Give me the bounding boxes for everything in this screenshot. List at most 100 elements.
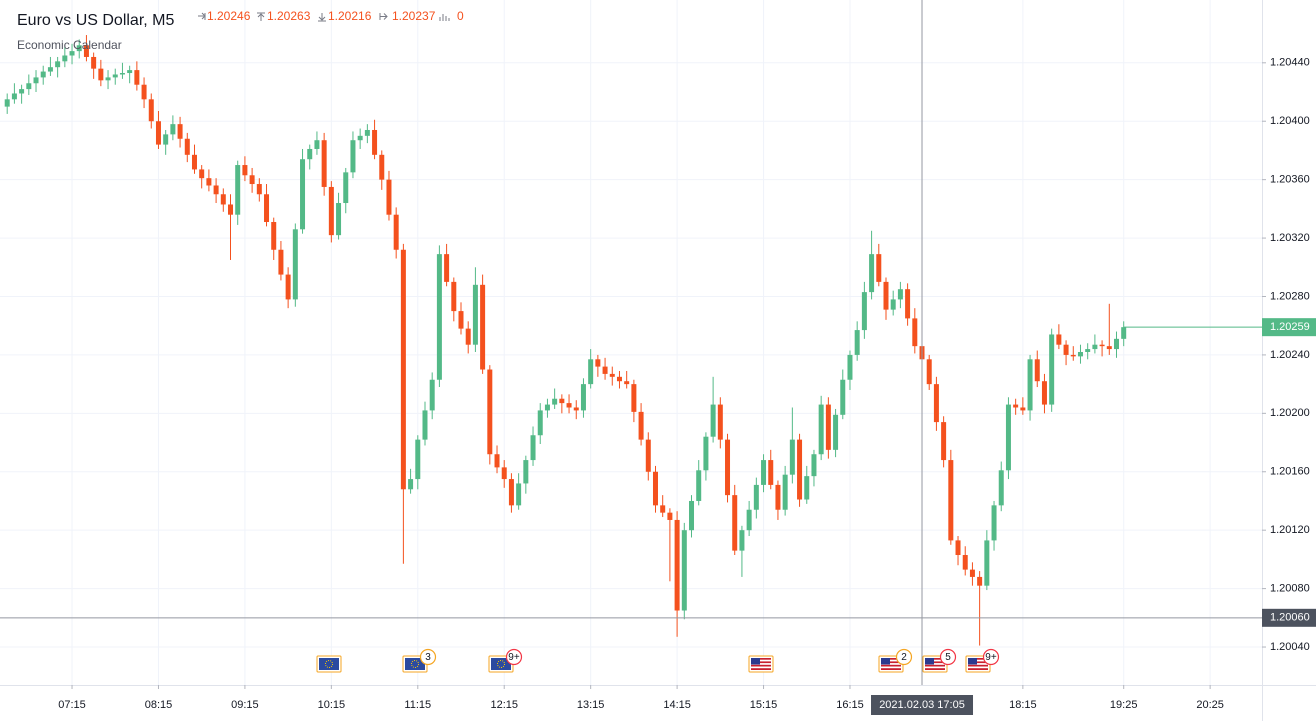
candle-body [256,184,262,195]
x-tick-label: 09:15 [231,699,259,711]
event-count: 9+ [508,652,520,663]
flag-us-canton [751,658,760,665]
candle-body [833,414,839,450]
candle-body [768,460,774,485]
candle-body [141,84,147,100]
event-flag[interactable]: 3 [402,648,437,673]
event-count: 9+ [985,652,997,663]
y-tick-label: 1.20120 [1270,524,1310,536]
candle-body [458,311,464,329]
event-count: 3 [425,652,431,663]
candle-body [1027,359,1033,411]
event-badge [419,648,437,666]
candle-body [544,404,550,411]
candle-body [926,359,932,385]
candle-body [559,398,565,404]
candle-body [516,483,522,506]
candle-body [314,140,320,149]
candle-body [451,281,457,312]
candle-body [696,470,702,501]
current-price-label: 1.20259 [1270,321,1310,333]
legend-header: Euro vs US Dollar, M5 Economic Calendar … [17,9,464,52]
candle-body [228,204,234,215]
event-badge [505,648,523,666]
flag-eu-stars [325,660,333,668]
candle-body [775,484,781,510]
flag-us-stripe [925,663,945,665]
candle-body [955,540,961,556]
flag-us-stripe [881,663,901,665]
flag-us-stripe [925,659,945,662]
candle-body [811,454,817,477]
legend-icon-low [318,13,326,22]
candle-body [26,83,32,90]
candle-body [429,379,435,411]
y-tick-label: 1.20200 [1270,407,1310,419]
legend-value-close: 1.20237 [392,9,436,23]
candle-body [840,379,846,415]
candle-body [321,140,327,187]
event-flag[interactable] [748,655,774,673]
candle-body [220,194,226,205]
candle-body [710,404,716,437]
candle-body [998,470,1004,506]
x-tick-label: 07:15 [58,699,86,711]
candle-body [415,439,421,480]
candle-body [422,410,428,440]
candle-body [501,467,507,480]
flag-us-stripe [968,666,988,669]
economic-calendar-label[interactable]: Economic Calendar [17,38,122,52]
event-flag[interactable] [316,655,342,673]
candle-body [242,165,248,176]
candle-body [1063,344,1069,355]
candle-body [55,61,61,68]
event-flag[interactable]: 9+ [488,648,523,673]
candle-body [379,154,385,180]
legend-icon-high [257,12,265,21]
event-badge [895,648,913,666]
event-count: 2 [901,652,907,663]
x-tick-label: 14:15 [663,699,691,711]
candle-body [977,576,983,586]
candle-body [1121,327,1127,339]
candle-body [797,439,803,500]
flag-us-canton [925,658,934,665]
candle-body [163,134,169,145]
candle-body [249,175,255,185]
flag-us-stripe [881,666,901,669]
candle-body [343,172,349,204]
candle-body [285,274,291,300]
event-flag[interactable]: 2 [878,648,913,673]
candle-body [199,169,205,179]
candle-body [235,165,241,215]
candle-body [631,384,637,412]
candle-body [717,404,723,440]
candle-body [127,70,133,74]
legend-value-open: 1.20246 [207,9,251,23]
candle-body [732,495,738,551]
flag-eu-stars [497,660,505,668]
candle-body [681,530,687,611]
candle-body [1106,346,1112,350]
candle-body [307,148,313,160]
flag-eu-stars [411,660,419,668]
candle-body [1099,344,1105,347]
candle-body [4,99,10,107]
y-tick-label: 1.20080 [1270,583,1310,595]
event-flag[interactable]: 9+ [965,648,1000,673]
x-tick-label: 08:15 [145,699,173,711]
candle-body [905,289,911,319]
event-flag[interactable]: 5 [922,648,957,673]
x-tick-label: 20:25 [1196,699,1224,711]
candle-body [552,398,558,405]
icon [257,12,265,21]
legend-icon-open [198,12,206,20]
candle-body [264,194,270,223]
y-tick-label: 1.20280 [1270,290,1310,302]
flag-us-stripe [751,666,771,669]
candle-body [1113,338,1119,350]
candle-body [1034,359,1040,382]
x-tick-label: 12:15 [490,699,518,711]
candle-body [177,124,183,139]
